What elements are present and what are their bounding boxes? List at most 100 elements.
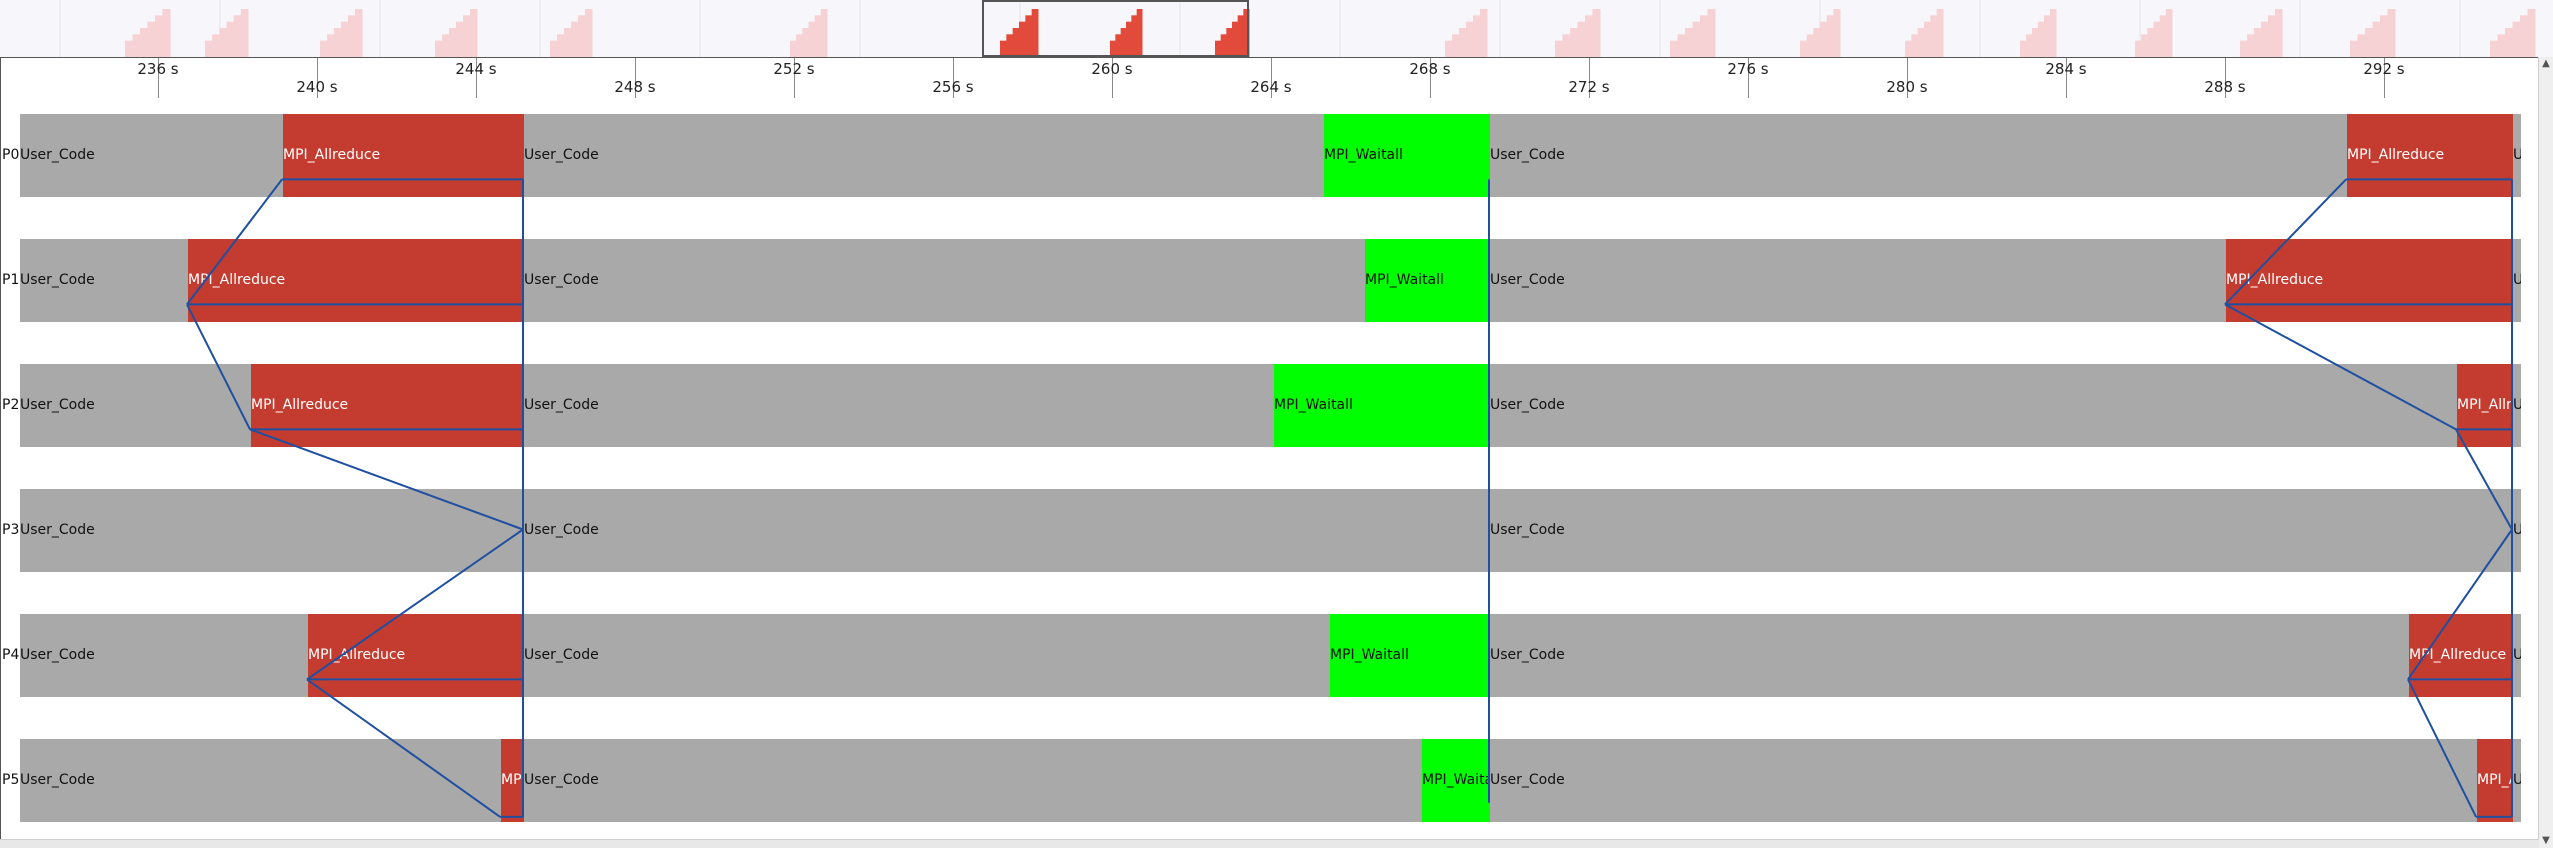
minimap-burst-bar [435,40,443,57]
trace-segment-user[interactable]: User_Code [20,239,188,322]
minimap-burst-bar [2254,28,2262,57]
minimap-burst-bar [557,34,565,57]
trace-segment-allreduce[interactable]: MPI_Allreduce [251,364,524,447]
minimap-burst-bar [1031,9,1039,57]
segment-label: User_Code [1490,272,1565,288]
minimap-burst-bar [1473,15,1481,57]
trace-segment-waitall[interactable]: MPI_Waitall [1324,114,1490,197]
trace-segment-user[interactable]: User_Code [524,739,1422,822]
minimap-burst-bar [1220,34,1227,57]
trace-segment-user[interactable]: User_Code [20,739,501,822]
trace-segment-user[interactable]: U [2513,114,2521,197]
segment-label: User_Code [1490,522,1565,538]
trace-segment-allreduce[interactable]: MPI_Allreduce [2347,114,2513,197]
minimap-burst-bar [463,15,471,57]
segment-label: U [2513,522,2521,538]
minimap-burst-bar [2147,28,2154,57]
scroll-down-icon[interactable]: ▼ [2542,835,2550,846]
horizontal-scrollbar[interactable] [0,839,2539,848]
trace-segment-allreduce[interactable]: MPI_A [2477,739,2513,822]
trace-segment-user[interactable]: U [2513,364,2521,447]
minimap-burst-bar [2032,28,2039,57]
trace-segment-user[interactable]: U [2513,489,2521,572]
trace-segment-user[interactable]: User_Code [20,614,308,697]
ruler-tick-label: 264 s [1250,78,1292,96]
minimap-burst-bar [1592,9,1601,57]
minimap-burst-bar [2050,9,2057,57]
trace-segment-user[interactable]: User_Code [524,489,1490,572]
vertical-scrollbar[interactable]: ▲ ▼ [2538,57,2553,848]
minimap-burst-bar [1120,28,1127,57]
message-line [2407,678,2477,818]
trace-segment-allreduce[interactable]: MPI_Allreduce [308,614,524,697]
trace-segment-user[interactable]: User_Code [524,239,1365,322]
ruler-tick-label: 236 s [137,60,179,78]
minimap-burst-bar [2275,9,2283,57]
trace-segment-user[interactable]: User_Code [1490,239,2226,322]
trace-segment-allreduce[interactable]: MPI_Allreduce [188,239,524,322]
minimap-burst-bar [212,34,220,57]
minimap-burst-bar [355,9,363,57]
trace-segment-user[interactable]: User_Code [1490,614,2409,697]
timeline-minimap[interactable] [0,0,2553,58]
trace-segment-user[interactable]: User_Code [1490,739,2477,822]
minimap-burst-bar [1905,40,1912,57]
trace-segment-waitall[interactable]: MPI_Waitall [1274,364,1490,447]
segment-label: U [2513,272,2521,288]
scroll-up-icon[interactable]: ▲ [2542,58,2550,69]
trace-segment-user[interactable]: User_Code [524,114,1324,197]
minimap-burst-bar [2020,40,2027,57]
minimap-burst-bar [140,28,148,57]
minimap-burst-bar [1243,9,1250,57]
trace-timeline[interactable]: 236 s 240 s 244 s 248 s 252 s 256 s 260 s 264 s… [0,57,2553,848]
trace-segment-user[interactable]: User_Code [20,489,524,572]
segment-label: User_Code [20,522,95,538]
trace-segment-allreduce[interactable]: MPI_Allreduce [2409,614,2513,697]
trace-segment-user[interactable]: User_Code [1490,114,2347,197]
minimap-burst-bar [1820,21,1828,57]
segment-label: User_Code [20,397,95,413]
trace-segment-user[interactable]: U [2513,239,2521,322]
minimap-burst-bar [470,9,478,57]
minimap-burst-bar [233,15,242,57]
segment-label: MPI_Allreduce [2226,272,2324,288]
trace-segment-user[interactable]: User_Code [524,364,1274,447]
segment-label: MPI_A [2477,772,2513,788]
minimap-burst-bar [1936,9,1944,57]
trace-segment-user[interactable]: User_Code [1490,364,2457,447]
trace-segment-waitall[interactable]: MPI_Waitall [1330,614,1490,697]
minimap-burst-bar [1226,28,1233,57]
segment-label: User_Code [1490,772,1565,788]
trace-segment-allreduce[interactable]: MP [501,739,524,822]
minimap-burst-bar [2159,15,2167,57]
trace-segment-waitall[interactable]: MPI_Waitall [1365,239,1490,322]
trace-segment-user[interactable]: User_Code [20,114,283,197]
minimap-burst-bar [2380,15,2388,57]
message-line [306,678,501,818]
trace-segment-user[interactable]: User_Code [1490,489,2513,572]
trace-segment-allreduce[interactable]: MPI_Allreduce [2457,364,2513,447]
ruler-tick [158,58,159,98]
trace-segment-waitall[interactable]: MPI_Waitall [1422,739,1490,822]
ruler-tick-label: 248 s [614,78,656,96]
minimap-burst-bar [585,9,593,57]
trace-segment-user[interactable]: User_Code [20,364,251,447]
ruler-tick [1430,58,1431,98]
minimap-burst-bar [2505,28,2513,57]
minimap-burst-bar [2247,34,2255,57]
segment-label: U [2513,397,2521,413]
trace-segment-user[interactable]: User_Code [524,614,1330,697]
minimap-burst-bar [1924,21,1931,57]
minimap-selection-window[interactable] [982,0,1249,57]
trace-segment-user[interactable]: U [2513,739,2521,822]
minimap-burst-bar [1006,34,1014,57]
message-line [2224,178,2347,306]
minimap-burst-bar [1555,40,1563,57]
minimap-burst-bar [1232,21,1239,57]
minimap-burst-bar [1800,40,1808,57]
trace-segment-user[interactable]: U [2513,614,2521,697]
trace-segment-allreduce[interactable]: MPI_Allreduce [283,114,524,197]
minimap-burst-bar [1813,28,1821,57]
minimap-burst-bar [1215,40,1222,57]
